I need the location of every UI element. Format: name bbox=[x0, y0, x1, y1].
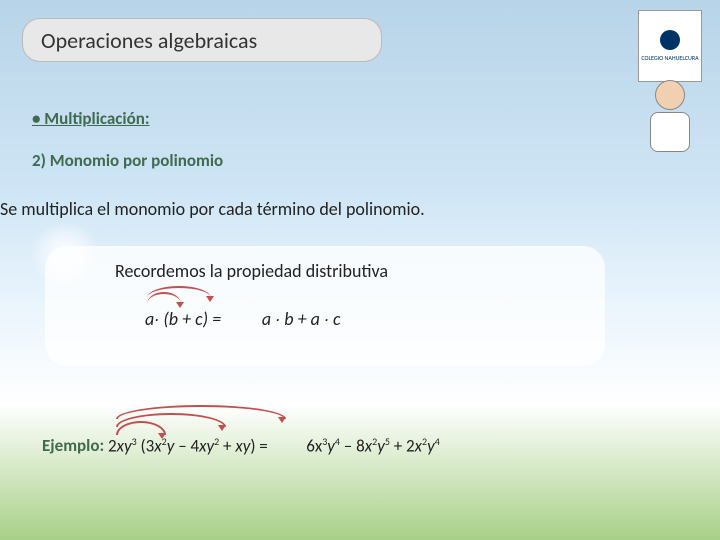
distributive-formula: a∙ (b + c) = a ∙ b + a ∙ c bbox=[145, 308, 585, 330]
ex-r2v2: y bbox=[377, 436, 385, 457]
ex-plus: + bbox=[219, 436, 235, 457]
formula-close: ) = bbox=[203, 308, 222, 330]
ex-r3v: x bbox=[415, 436, 422, 457]
formula-c: c bbox=[195, 308, 203, 330]
ex-t3v: xy bbox=[235, 436, 250, 457]
arrow-a-to-c bbox=[147, 286, 211, 298]
school-logo: COLEGIO NAHUELCURA bbox=[638, 10, 702, 82]
ex-t2v: xy bbox=[199, 436, 214, 457]
ex-rminus: – 8 bbox=[340, 436, 365, 457]
recall-box: Recordemos la propiedad distributiva a∙ … bbox=[45, 246, 605, 366]
formula-plus1: + bbox=[178, 308, 195, 330]
ex-open: (3 bbox=[137, 436, 155, 457]
explanation-text: Se multiplica el monomio por cada términ… bbox=[0, 198, 425, 220]
ex-r3e2: 4 bbox=[435, 435, 440, 448]
arc-3 bbox=[116, 405, 286, 419]
example-expression: 2xy3 (3x2y – 4xy2 + xy) = 6x3y4 – 8x2y5 … bbox=[108, 435, 440, 457]
page-title: Operaciones algebraicas bbox=[41, 27, 257, 54]
ex-minus: – 4 bbox=[174, 436, 199, 457]
title-bar: Operaciones algebraicas bbox=[22, 18, 382, 62]
ex-r1v2: y bbox=[327, 436, 335, 457]
formula-open: ∙ ( bbox=[154, 308, 169, 330]
mascot-character bbox=[640, 80, 700, 160]
formula-a: a bbox=[145, 308, 154, 330]
example-label: Ejemplo: bbox=[42, 435, 104, 456]
formula-b: b bbox=[169, 308, 178, 330]
section-heading-monomio: 2) Monomio por polinomio bbox=[32, 150, 223, 171]
ex-rplus: + 2 bbox=[390, 436, 415, 457]
formula-rhs2: a ∙ c bbox=[311, 308, 341, 330]
section-heading-multiplication: • Multiplicación: bbox=[32, 108, 150, 129]
ex-mono-var: xy bbox=[117, 436, 132, 457]
ex-mono-coef: 2 bbox=[108, 436, 117, 457]
ex-r3v2: y bbox=[427, 436, 435, 457]
recall-title: Recordemos la propiedad distributiva bbox=[115, 260, 585, 282]
formula-rhs1: a ∙ b bbox=[262, 308, 294, 330]
ex-r1: 6x bbox=[306, 436, 322, 457]
ex-close: ) = bbox=[250, 436, 267, 457]
formula-plus2: + bbox=[294, 308, 311, 330]
logo-text: COLEGIO NAHUELCURA bbox=[641, 54, 698, 62]
logo-emblem bbox=[660, 30, 680, 50]
